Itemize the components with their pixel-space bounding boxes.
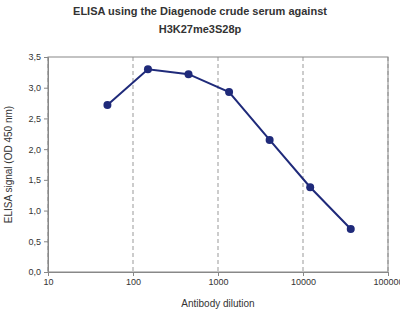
title: ELISA using the Diagenode crude serum ag… <box>73 5 327 17</box>
y-tick-mark <box>44 241 48 242</box>
y-tick: 1,0 <box>28 206 48 216</box>
y-tick-label: 0,5 <box>28 237 41 247</box>
y-tick: 0,5 <box>28 237 48 247</box>
grid-line <box>133 57 134 272</box>
data-point <box>144 65 152 73</box>
y-tick-mark <box>44 180 48 181</box>
y-tick: 0,0 <box>28 267 48 277</box>
data-point <box>185 70 193 78</box>
data-point <box>225 88 233 96</box>
x-tick-mark <box>133 272 134 276</box>
y-tick-mark <box>44 118 48 119</box>
x-tick-mark <box>218 272 219 276</box>
data-point <box>347 225 355 233</box>
x-tick: 10000 <box>291 272 316 287</box>
y-tick: 3,0 <box>28 83 48 93</box>
x-tick-mark <box>388 272 389 276</box>
y-tick-label: 3,5 <box>28 52 41 62</box>
y-tick: 1,5 <box>28 175 48 185</box>
x-tick-label: 10000 <box>291 277 316 287</box>
x-tick-label: 100000 <box>373 277 400 287</box>
x-axis-line <box>49 273 389 277</box>
x-tick: 1000 <box>208 272 228 287</box>
x-tick-mark <box>303 272 304 276</box>
y-tick-label: 3,0 <box>28 83 41 93</box>
x-tick: 10 <box>43 272 53 287</box>
x-axis-title: Antibody dilution <box>181 298 254 309</box>
y-tick-label: 1,0 <box>28 206 41 216</box>
x-tick: 100 <box>126 272 141 287</box>
x-axis: 10 100 1000 10000 100000 <box>43 272 400 287</box>
x-tick-label: 100 <box>126 277 141 287</box>
grid-line <box>218 57 219 272</box>
data-point <box>103 101 111 109</box>
y-tick-mark <box>44 57 48 58</box>
title: H3K27me3S28p <box>159 23 242 35</box>
y-tick-label: 2,0 <box>28 145 41 155</box>
y-tick-label: 1,5 <box>28 175 41 185</box>
plot-frame <box>48 57 388 272</box>
y-tick: 3,5 <box>28 52 48 62</box>
y-tick: 2,0 <box>28 145 48 155</box>
x-tick-label: 1000 <box>208 277 228 287</box>
y-tick: 2,5 <box>28 114 48 124</box>
y-tick-label: 2,5 <box>28 114 41 124</box>
grid <box>48 57 388 272</box>
y-axis-title: ELISA signal (OD 450 nm) <box>3 106 14 223</box>
y-tick-mark <box>44 149 48 150</box>
y-tick-mark <box>44 211 48 212</box>
data-point <box>306 183 314 191</box>
x-tick: 100000 <box>373 272 400 287</box>
y-tick-label: 0,0 <box>28 267 41 277</box>
chart: ELISA using the Diagenode crude serum ag… <box>0 0 400 317</box>
plot-area <box>103 65 354 233</box>
y-axis-line <box>44 58 49 273</box>
data-point <box>266 136 274 144</box>
x-tick-label: 10 <box>43 277 53 287</box>
data-line <box>107 69 350 229</box>
y-axis: 0,0 0,5 1,0 1,5 2,0 2,5 3,0 3,5 <box>28 52 48 277</box>
y-tick-mark <box>44 272 48 273</box>
grid-line <box>303 57 304 272</box>
y-tick-mark <box>44 88 48 89</box>
